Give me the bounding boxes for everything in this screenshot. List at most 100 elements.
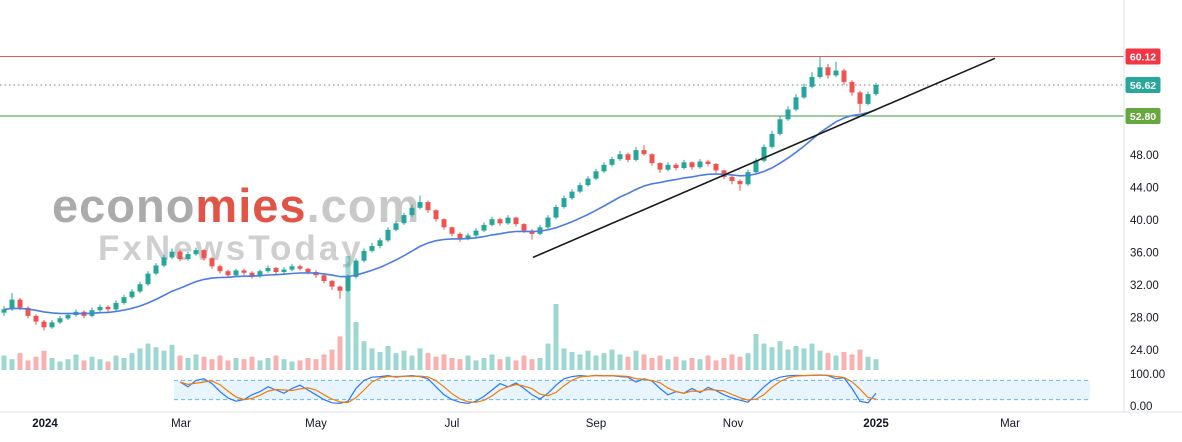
volume-bar — [169, 344, 175, 370]
candle-body — [369, 246, 375, 251]
candle-body — [121, 297, 127, 303]
candle-body — [601, 164, 607, 172]
candle-body — [577, 185, 583, 192]
time-axis-label: Mar — [1000, 418, 1020, 430]
candle-body — [225, 271, 231, 276]
oscillator-axis-label: 100.00 — [1130, 369, 1165, 381]
volume-bar — [865, 356, 871, 370]
candle-body — [809, 77, 815, 87]
support-badge — [1125, 108, 1161, 124]
candle-body — [425, 202, 431, 211]
candle-body — [873, 85, 879, 95]
candle-body — [17, 299, 23, 308]
volume-bar — [385, 346, 391, 370]
volume-bar — [561, 348, 567, 370]
candle-body — [489, 219, 495, 225]
volume-bar — [17, 353, 23, 370]
candle-body — [633, 150, 639, 160]
candle-body — [433, 210, 439, 220]
volume-bar — [641, 354, 647, 370]
volume-bar — [737, 356, 743, 370]
volume-bar — [201, 356, 207, 370]
volume-bar — [153, 347, 159, 370]
volume-bar — [377, 352, 383, 370]
volume-bar — [217, 355, 223, 370]
candle-body — [561, 198, 567, 207]
volume-bar — [321, 354, 327, 370]
oscillator-k-line — [179, 374, 877, 405]
volume-bar — [785, 349, 791, 370]
time-axis-label: 2024 — [32, 418, 58, 430]
candle-body — [33, 315, 39, 322]
price-axis-panel[interactable] — [1124, 0, 1182, 442]
candle-body — [513, 217, 519, 225]
candle-body — [361, 250, 367, 261]
volume-bar — [417, 348, 423, 370]
time-axis-label: Mar — [171, 418, 191, 430]
volume-bar — [49, 358, 55, 370]
volume-bar — [425, 353, 431, 370]
candle-body — [377, 240, 383, 246]
volume-bar — [329, 349, 335, 370]
volume-bar — [553, 304, 559, 370]
price-axis-label: 28.00 — [1130, 313, 1159, 325]
oscillator-axis-label: 0.00 — [1130, 401, 1152, 413]
candle-body — [265, 267, 271, 272]
volume-bar — [1, 355, 7, 370]
candle-body — [305, 268, 311, 273]
volume-bar — [273, 355, 279, 370]
candle-body — [593, 171, 599, 179]
volume-bar — [209, 359, 215, 370]
candle-body — [817, 67, 823, 77]
trendline[interactable] — [532, 57, 996, 259]
candle-body — [1, 309, 7, 313]
candle-body — [585, 178, 591, 186]
current-price-badge — [1125, 77, 1161, 93]
candle-body — [193, 250, 199, 255]
candle-body — [697, 161, 703, 168]
candle-body — [201, 250, 207, 259]
volume-bar — [185, 358, 191, 370]
candle-body — [49, 322, 55, 328]
volume-bar — [457, 359, 463, 370]
candle-body — [441, 219, 447, 228]
candle-body — [393, 223, 399, 230]
volume-bar — [41, 350, 47, 370]
volume-bar — [633, 350, 639, 370]
volume-bar — [265, 358, 271, 370]
candle-body — [329, 280, 335, 287]
volume-bar — [697, 359, 703, 370]
volume-bar — [801, 348, 807, 370]
volume-bar — [481, 358, 487, 370]
candle-body — [689, 162, 695, 168]
candle-body — [281, 269, 287, 272]
resistance-badge — [1125, 48, 1161, 65]
candle-body — [617, 154, 623, 160]
candle-body — [297, 266, 303, 269]
volume-bar — [25, 360, 31, 370]
candle-body — [241, 270, 247, 273]
volume-bar — [65, 359, 71, 370]
volume-bar — [537, 358, 543, 370]
volume-bar — [529, 359, 535, 370]
time-axis-label: Nov — [723, 418, 744, 430]
volume-bar — [681, 360, 687, 370]
candle-body — [649, 154, 655, 164]
candle-body — [257, 271, 263, 277]
price-axis-label: 40.00 — [1130, 215, 1159, 227]
candle-body — [345, 276, 351, 291]
volume-bar — [625, 356, 631, 370]
candle-body — [169, 251, 175, 258]
candle-body — [129, 291, 135, 298]
volume-bar — [745, 353, 751, 370]
volume-bar — [761, 343, 767, 370]
price-axis-label: 24.00 — [1130, 345, 1159, 357]
time-axis-label: May — [305, 418, 327, 430]
volume-bar — [257, 360, 263, 370]
candle-body — [177, 251, 183, 259]
time-axis-label: Sep — [586, 418, 606, 430]
candle-body — [745, 172, 751, 185]
time-axis-panel[interactable] — [0, 412, 1182, 442]
